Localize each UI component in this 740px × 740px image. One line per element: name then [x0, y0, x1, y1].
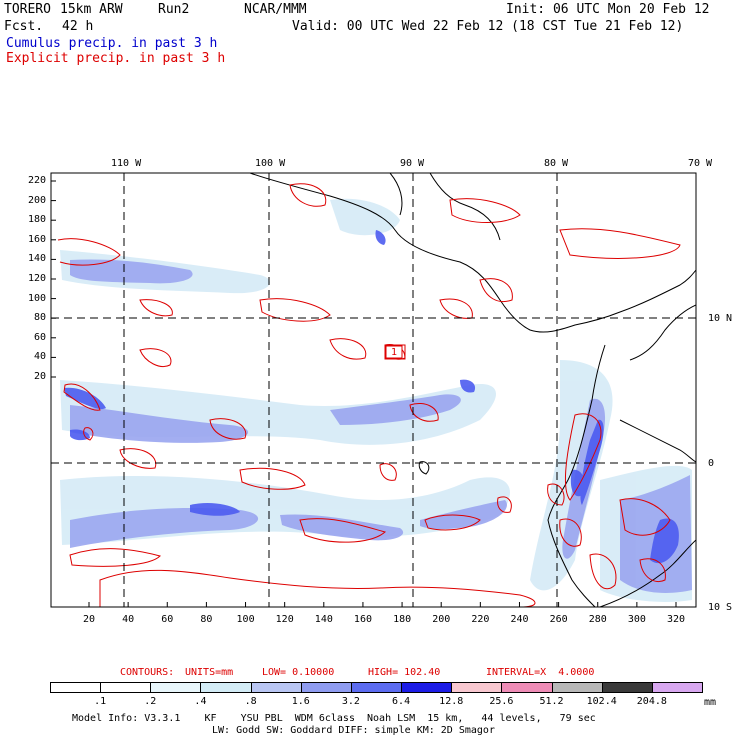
x-tick-label: 80 — [200, 614, 213, 625]
y-tick-label: 160 — [28, 233, 47, 245]
colorbar-label: 102.4 — [586, 696, 617, 707]
x-tick-label: 300 — [627, 614, 646, 625]
colorbar-swatch — [501, 682, 553, 693]
colorbar-label: 25.6 — [489, 696, 514, 707]
valid-time: Valid: 00 UTC Wed 22 Feb 12 (18 CST Tue … — [292, 19, 684, 34]
y-tick-label: 60 — [34, 331, 47, 343]
colorbar-label: .2 — [144, 696, 157, 707]
colorbar-swatch — [150, 682, 202, 693]
x-tick-label: 180 — [393, 614, 412, 625]
y-axis-ticks — [51, 180, 56, 378]
x-tick-label: 120 — [275, 614, 294, 625]
map-content — [51, 173, 696, 607]
forecast-label: Fcst. — [4, 19, 44, 34]
lon-label-100w: 100 W — [255, 158, 286, 169]
y-tick-label: 80 — [34, 312, 47, 324]
colorbar-swatch — [451, 682, 503, 693]
contours-interval: INTERVAL=X 4.0000 — [486, 667, 595, 678]
x-tick-label: 100 — [236, 614, 255, 625]
coastline — [249, 173, 696, 607]
x-tick-label: 200 — [432, 614, 451, 625]
contours-high: HIGH= 102.40 — [368, 667, 441, 678]
run-label: Run2 — [158, 2, 190, 17]
x-tick-label: 320 — [667, 614, 686, 625]
colorbar-label: .1 — [94, 696, 107, 707]
contour-label: 1 — [391, 347, 398, 358]
colorbar-label: 6.4 — [392, 696, 411, 707]
colorbar-swatch — [200, 682, 252, 693]
lat-label-0: 0 — [708, 458, 715, 469]
colorbar-swatch — [350, 682, 403, 693]
x-tick-label: 140 — [314, 614, 333, 625]
organization-label: NCAR/MMM — [244, 2, 307, 17]
colorbar-label: .8 — [244, 696, 257, 707]
x-tick-label: 60 — [161, 614, 174, 625]
contours-label: CONTOURS: — [120, 667, 175, 678]
forecast-hour: 42 h — [62, 19, 94, 34]
colorbar-swatch — [50, 682, 102, 693]
colorbar-swatch — [250, 682, 302, 693]
lon-label-110w: 110 W — [111, 158, 142, 169]
y-tick-label: 220 — [28, 175, 47, 186]
colorbar-label: 12.8 — [439, 696, 464, 707]
colorbar-label: 1.6 — [291, 696, 310, 707]
lat-lon-grid — [51, 173, 696, 607]
x-tick-label: 240 — [510, 614, 529, 625]
init-time: Init: 06 UTC Mon 20 Feb 12 — [506, 2, 710, 17]
y-tick-label: 100 — [28, 292, 47, 304]
colorbar-swatch — [401, 682, 453, 693]
colorbar-swatch — [651, 682, 703, 693]
x-tick-label: 220 — [471, 614, 490, 625]
x-axis-ticks — [88, 602, 677, 607]
model-info: Model Info: V3.3.1 KF YSU PBL WDM 6class… — [72, 713, 596, 724]
colorbar-swatch — [601, 682, 653, 693]
lon-label-80w: 80 W — [544, 158, 569, 169]
y-tick-label: 200 — [28, 194, 47, 206]
lon-label-70w: 70 W — [688, 158, 713, 169]
contour-label-box — [385, 345, 403, 359]
x-tick-label: 260 — [549, 614, 568, 625]
y-tick-label: 20 — [34, 371, 47, 382]
colorbar-swatch — [300, 682, 352, 693]
y-tick-label: 120 — [28, 273, 47, 284]
x-tick-label: 280 — [588, 614, 607, 625]
model-name: TORERO — [4, 2, 51, 17]
colorbar-unit: mm — [704, 697, 717, 708]
lon-label-90w: 90 W — [400, 158, 425, 169]
lat-label-10s: 10 S — [708, 602, 733, 613]
cumulus-precip-title: Cumulus precip. in past 3 h — [6, 36, 218, 51]
resolution-label: 15km ARW — [60, 2, 123, 17]
explicit-precip-contours — [57, 183, 681, 607]
x-tick-label: 160 — [353, 614, 372, 625]
y-tick-label: 40 — [34, 351, 47, 363]
colorbar-label: .4 — [194, 696, 207, 707]
map-frame — [50, 172, 697, 608]
colorbar-label: 3.2 — [341, 696, 360, 707]
explicit-precip-title: Explicit precip. in past 3 h — [6, 51, 226, 66]
colorbar-label: 204.8 — [636, 696, 667, 707]
cumulus-precip-dark — [64, 230, 679, 564]
colorbar-swatch — [551, 682, 603, 693]
x-tick-label: 40 — [122, 614, 135, 625]
y-tick-label: 140 — [28, 253, 47, 265]
lat-label-10n: 10 N — [708, 313, 733, 324]
physics-info: LW: Godd SW: Goddard DIFF: simple KM: 2D… — [212, 725, 495, 736]
colorbar-swatch — [100, 682, 152, 693]
contours-low: LOW= 0.10000 — [262, 667, 335, 678]
colorbar-label: 51.2 — [539, 696, 564, 707]
contours-units: UNITS=mm — [185, 667, 234, 678]
x-tick-label: 20 — [83, 614, 96, 625]
y-tick-label: 180 — [28, 214, 47, 226]
